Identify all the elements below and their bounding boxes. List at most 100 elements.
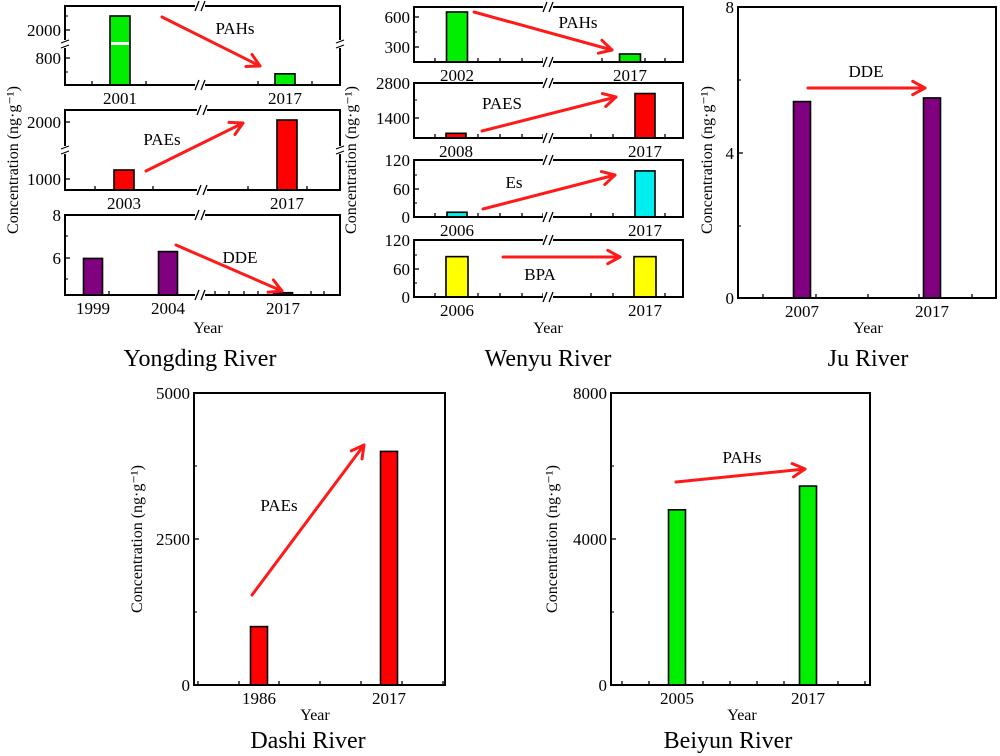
arrow-head: [790, 462, 807, 479]
x-tick-label: 2006: [440, 221, 474, 240]
axis-break-stroke: [548, 132, 554, 144]
y-tick-label: 120: [385, 151, 411, 170]
trend-arrow: [174, 243, 284, 294]
compound-label: PAHs: [558, 13, 597, 32]
x-axis-break-top: [542, 1, 554, 13]
x-tick-label: 2007: [785, 302, 820, 321]
y-tick-label: 0: [182, 676, 191, 695]
axis-break-stroke: [335, 39, 345, 44]
x-tick-label: 2017: [266, 299, 301, 318]
y-tick-label: 4: [726, 144, 735, 163]
y-tick-label: 0: [402, 208, 411, 227]
x-tick-label: 2017: [791, 689, 826, 708]
y-axis-break-mark: [60, 39, 70, 49]
axis-break-stroke: [542, 211, 548, 223]
bar-2017: [618, 53, 642, 63]
axis-break-stroke: [542, 1, 548, 13]
bar-2004: [157, 250, 179, 296]
x-tick-label: 2001: [103, 89, 137, 108]
x-tick-label: 2017: [268, 89, 303, 108]
arrow-head: [244, 53, 262, 69]
axis-break-gap: [543, 156, 553, 164]
y-tick-label: 6: [53, 249, 62, 268]
wenyu-panel-title: Wenyu River: [485, 346, 612, 372]
axis-break-stroke: [542, 77, 548, 89]
beiyun-panel-title: Beiyun River: [664, 728, 793, 754]
arrow-shaft: [144, 121, 245, 173]
yongding-panel-title: Yongding River: [124, 346, 277, 372]
arrow-head: [600, 92, 618, 109]
bar-2017: [274, 73, 296, 86]
y-tick-label: 60: [393, 260, 410, 279]
axis-break-stroke: [194, 209, 200, 221]
x-axis-break-top: [542, 77, 554, 89]
axis-break-stroke: [194, 289, 200, 301]
trend-arrow: [250, 443, 366, 597]
x-axis-break-bottom: [542, 211, 554, 223]
arrow-shaft: [481, 173, 617, 211]
axis-break-gap: [543, 134, 553, 142]
x-tick-label: 2017: [372, 689, 407, 708]
arrow-head: [911, 79, 927, 97]
x-axis-break-top: [194, 0, 206, 12]
arrow-head: [599, 170, 617, 187]
y-tick-label: 8000: [573, 384, 607, 403]
axis-break-stroke: [60, 44, 70, 49]
axis-break-stroke: [548, 234, 554, 246]
compound-label: PAES: [482, 94, 522, 113]
panel-beiyun-pahs: 8000 4000 0 2005 2017 PAHs: [573, 384, 871, 708]
trend-arrow: [501, 248, 622, 266]
y-tick-label: 1000: [27, 170, 61, 189]
x-axis-break-top: [194, 209, 206, 221]
y-tick-label: 2500: [156, 530, 190, 549]
x-axis-break-top: [542, 154, 554, 166]
y-tick-label: 4000: [573, 530, 607, 549]
y-tick-label: 2000: [27, 113, 61, 132]
dashi-x-axis-title: Year: [300, 707, 330, 724]
trend-arrow: [481, 170, 617, 211]
wenyu-y-axis-title: Concentration (ng·g⁻¹): [343, 86, 360, 234]
x-axis-break-top: [542, 234, 554, 246]
axis-break-gap: [337, 40, 343, 48]
x-tick-label: 2017: [628, 301, 663, 320]
axis-break-stroke: [542, 56, 548, 68]
ju-x-axis-title: Year: [853, 320, 883, 337]
arrow-shaft: [160, 15, 262, 68]
axis-break-gap: [62, 40, 68, 48]
panel-ju-dde: 8 4 0 2007 2017 DDE: [726, 0, 997, 321]
bar-2017: [922, 97, 942, 299]
axis-break-stroke: [542, 234, 548, 246]
y-tick-label: 600: [385, 8, 411, 27]
x-tick-label: 2017: [270, 194, 305, 213]
yongding-x-axis-title: Year: [193, 320, 223, 337]
trend-arrow: [806, 79, 927, 97]
x-tick-label: 2017: [628, 221, 663, 240]
arrow-shaft: [480, 95, 618, 133]
panel-yongding-pahs: 2000 800 2001 2017 PAHs: [27, 0, 345, 108]
axis-break-gap: [337, 146, 343, 154]
panel-yongding-dde: 8 6 1999 2004 2017 DDE: [53, 206, 341, 318]
compound-label: PAHs: [722, 448, 761, 467]
y-tick-label: 60: [393, 180, 410, 199]
bar-2017: [633, 255, 657, 298]
plot-frame: [737, 6, 997, 299]
compound-label: BPA: [524, 265, 556, 284]
axis-break-stroke: [196, 184, 202, 196]
axis-break-stroke: [202, 104, 208, 116]
y-tick-label: 2000: [27, 21, 61, 40]
x-tick-label: 2004: [151, 299, 186, 318]
bar-2017: [379, 450, 399, 686]
trend-arrow: [472, 10, 614, 55]
panel-wenyu-paes: 2800 1400 2008 2017 PAES: [376, 74, 684, 161]
compound-label: DDE: [223, 248, 258, 267]
axis-break-gap: [197, 106, 207, 114]
plot-frame: [64, 109, 341, 191]
compound-label: PAEs: [260, 496, 297, 515]
plot-frame: [610, 392, 871, 686]
wenyu-x-axis-title: Year: [533, 320, 563, 337]
arrow-head: [349, 443, 366, 461]
bar-1999: [82, 257, 104, 296]
beiyun-y-axis-title: Concentration (ng·g⁻¹): [544, 465, 561, 613]
x-tick-label: 2003: [107, 194, 141, 213]
